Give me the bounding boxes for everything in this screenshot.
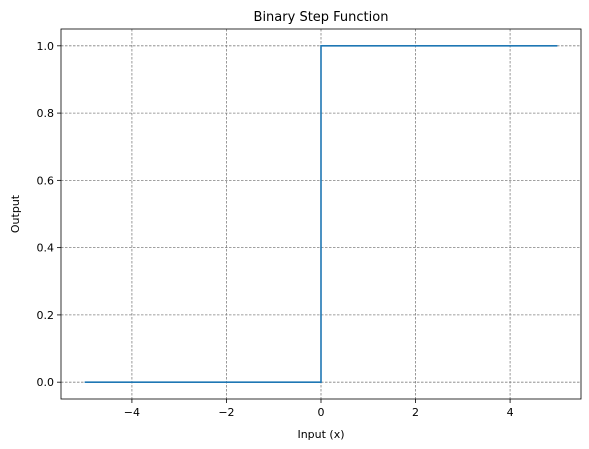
series-layer bbox=[84, 45, 558, 383]
y-tick-label: 0.2 bbox=[37, 309, 55, 322]
y-tick-label: 1.0 bbox=[37, 40, 55, 53]
step-series-line bbox=[84, 45, 558, 383]
x-axis-label: Input (x) bbox=[297, 428, 344, 441]
ticks: −4 −2 0 2 4 0.0 0.2 0.4 0.6 0.8 1.0 bbox=[37, 40, 514, 419]
y-axis-label: Output bbox=[9, 194, 22, 233]
y-tick-label: 0.0 bbox=[37, 376, 55, 389]
y-tick-label: 0.4 bbox=[37, 242, 55, 255]
x-tick-label: −4 bbox=[124, 406, 140, 419]
x-tick-label: 2 bbox=[412, 406, 419, 419]
chart-title: Binary Step Function bbox=[254, 10, 389, 25]
x-tick-label: −2 bbox=[218, 406, 234, 419]
y-tick-label: 0.8 bbox=[37, 107, 55, 120]
y-tick-label: 0.6 bbox=[37, 174, 55, 187]
x-tick-label: 4 bbox=[507, 406, 514, 419]
x-tick-label: 0 bbox=[318, 406, 325, 419]
